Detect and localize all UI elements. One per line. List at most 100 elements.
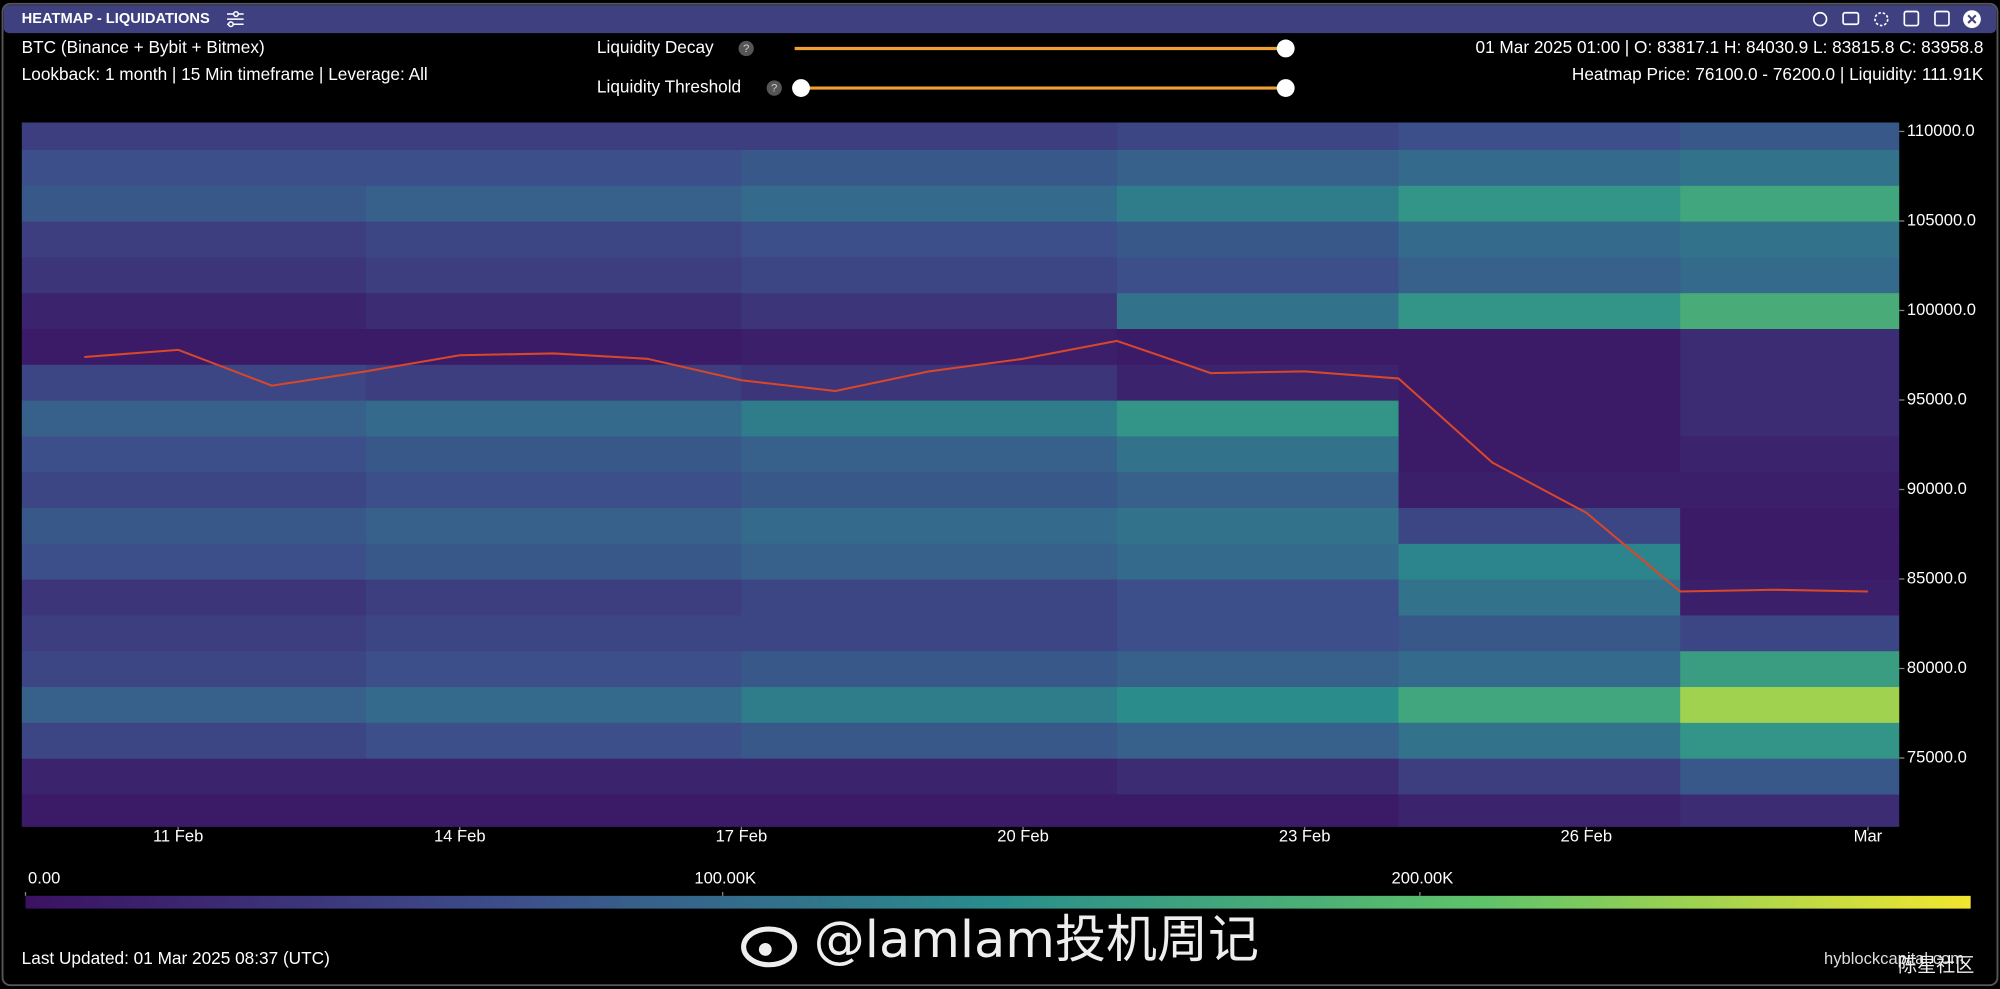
heatmap-cell	[741, 328, 1118, 365]
heatmap-cell	[741, 256, 1118, 294]
heatmap-cell	[741, 543, 1118, 580]
weibo-logo	[741, 926, 798, 968]
threshold-slider-max-knob[interactable]	[1276, 79, 1295, 97]
heatmap-cell	[365, 578, 743, 616]
decay-slider-knob[interactable]	[1276, 39, 1295, 58]
last-updated: Last Updated: 01 Mar 2025 08:37 (UTC)	[22, 948, 330, 968]
heatmap-cell	[365, 149, 743, 186]
heatmap-cell	[1116, 507, 1400, 544]
candle-info: 01 Mar 2025 01:00 | O: 83817.1 H: 84030.…	[1476, 37, 1984, 57]
exchanges: BTC (Binance + Bybit + Bitmex)	[22, 37, 265, 57]
colorbar-tick-label: 0.00	[28, 869, 60, 888]
heatmap-cell	[365, 256, 743, 294]
heatmap-cell	[741, 686, 1118, 723]
x-tick-label: 23 Feb	[1279, 827, 1331, 846]
heatmap-cell	[1398, 578, 1681, 616]
heatmap-cell	[1680, 722, 1900, 759]
heatmap-cell	[1680, 686, 1900, 723]
heatmap-cell	[21, 614, 367, 652]
heatmap-cell	[1116, 722, 1400, 759]
heatmap-cell	[21, 328, 367, 365]
y-tick-label: 90000.0	[1907, 479, 1967, 498]
heatmap-cell	[21, 471, 367, 509]
heatmap-cell	[1116, 220, 1400, 258]
heatmap-cell	[741, 292, 1118, 330]
heatmap-cell	[1398, 686, 1681, 723]
close-button[interactable]	[1963, 10, 1981, 29]
colorbar	[25, 895, 1971, 909]
heatmap-cell	[1116, 364, 1400, 401]
heatmap-cell	[21, 543, 367, 580]
heatmap-cell	[741, 471, 1118, 509]
settings-button[interactable]	[1874, 11, 1889, 27]
heatmap-cell	[1398, 614, 1681, 652]
expand-button[interactable]	[1934, 10, 1950, 27]
heatmap-cell	[1116, 292, 1400, 330]
heatmap-cell	[365, 399, 743, 437]
screenshot-button[interactable]	[1842, 11, 1860, 26]
heatmap-cell	[21, 758, 367, 795]
y-tick-label: 75000.0	[1907, 747, 1967, 766]
price-line	[84, 339, 1868, 593]
heatmap-cell	[365, 220, 743, 258]
heatmap-cell	[1398, 650, 1681, 688]
heatmap-cell	[365, 292, 743, 330]
settings-text: Lookback: 1 month | 15 Min timeframe | L…	[22, 64, 428, 84]
heatmap-cell	[1680, 793, 1900, 827]
heatmap-cell	[21, 650, 367, 688]
axes: 110000.0 105000.0 100000.0 95000.0 90000.0 85…	[24, 121, 1976, 909]
help-icon[interactable]	[766, 80, 782, 96]
heatmap-cell	[365, 364, 743, 401]
refresh-button[interactable]	[1812, 11, 1828, 27]
title-bar	[3, 5, 1997, 34]
heatmap-cell	[741, 149, 1118, 186]
heatmap-cell	[741, 220, 1118, 258]
save-button[interactable]	[1903, 10, 1920, 27]
settings-icon[interactable]	[227, 10, 244, 28]
heatmap-cell	[1680, 399, 1900, 437]
heatmap-cell	[365, 185, 743, 222]
heatmap-cell	[365, 122, 743, 150]
heatmap-cell	[1398, 149, 1681, 186]
colorbar-tick-label: 200.00K	[1392, 869, 1454, 888]
heatmap-cell	[21, 578, 367, 616]
heatmap-cell	[1116, 256, 1400, 294]
heatmap-cell	[741, 122, 1118, 150]
heatmap-cell	[21, 256, 367, 294]
heatmap-cell	[365, 328, 743, 365]
heatmap-cell	[21, 686, 367, 723]
heatmap-cell	[365, 650, 743, 688]
heatmap-cell	[741, 793, 1118, 827]
heatmap-cell	[1398, 364, 1681, 401]
heatmap-cell	[1680, 292, 1900, 330]
heatmap-cell	[21, 507, 367, 544]
heatmap-cell	[741, 399, 1118, 437]
x-tick-label: 17 Feb	[716, 827, 768, 846]
heatmap	[21, 122, 1900, 827]
heatmap-cell	[741, 185, 1118, 222]
heatmap-cell	[21, 292, 367, 330]
heatmap-cell	[1398, 256, 1681, 294]
x-tick-label: Mar	[1854, 827, 1883, 846]
heatmap-cell	[365, 543, 743, 580]
heatmap-cell	[365, 758, 743, 795]
heatmap-cell	[1680, 435, 1900, 473]
heatmap-cell	[1398, 399, 1681, 437]
heatmap-cell	[1116, 399, 1400, 437]
help-icon[interactable]	[738, 40, 754, 57]
heatmap-cell	[741, 578, 1118, 616]
heatmap-cell	[1116, 758, 1400, 795]
heatmap-cell	[21, 793, 367, 827]
heatmap-cell	[741, 722, 1118, 759]
help-text: ?	[771, 83, 777, 95]
heatmap-cell	[365, 793, 743, 827]
threshold-slider-min-knob[interactable]	[792, 79, 810, 97]
heatmap-cell	[21, 149, 367, 186]
heatmap-cell	[1116, 614, 1400, 652]
y-tick-label: 80000.0	[1907, 658, 1967, 677]
heatmap-cell	[1116, 122, 1400, 150]
heatmap-cell	[21, 220, 367, 258]
heatmap-cell	[1680, 364, 1900, 401]
hover-info: Heatmap Price: 76100.0 - 76200.0 | Liqui…	[1572, 64, 1984, 84]
